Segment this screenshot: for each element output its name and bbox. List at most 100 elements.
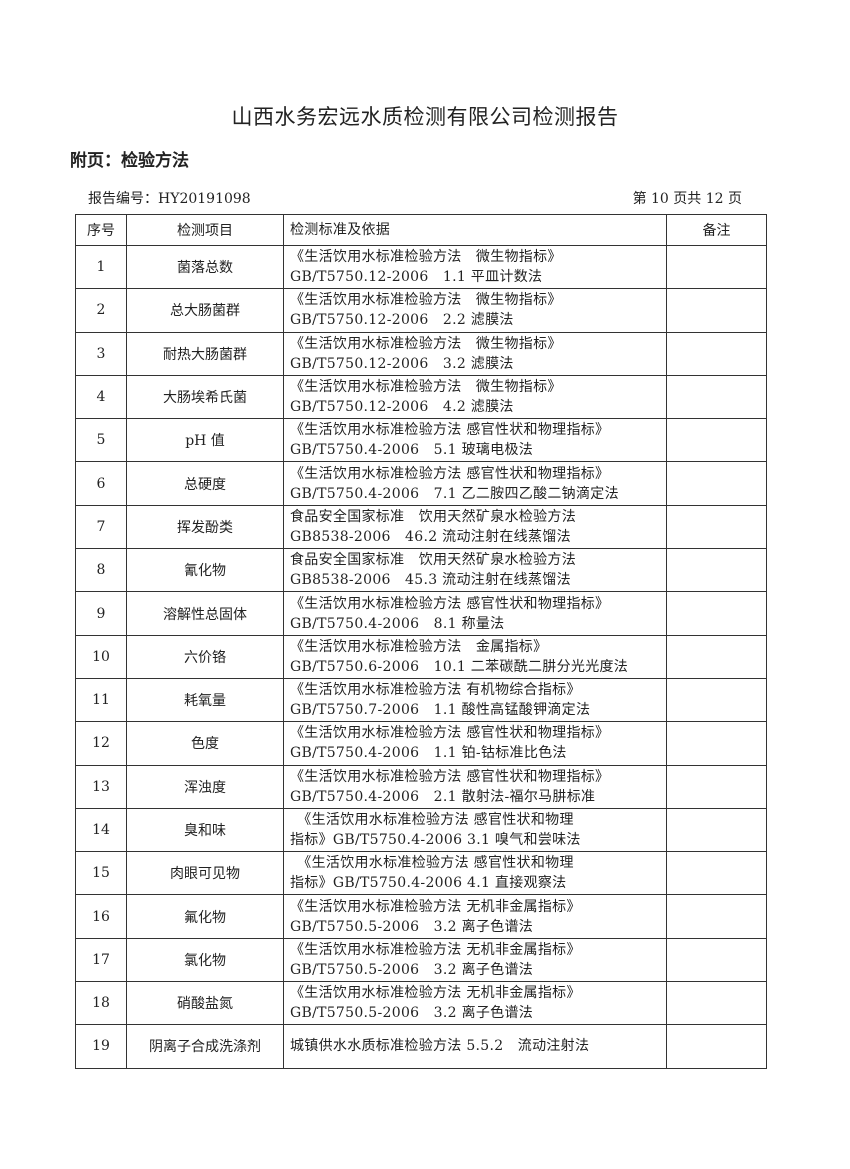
remark [666,634,767,679]
row-number-text: 13 [92,778,110,795]
row-number-text: 6 [96,475,106,492]
test-item: 总硬度 [126,461,284,506]
test-standard: 《生活饮用水标准检验方法 微生物指标》 GB/T5750.12-2006 4.2 … [283,374,667,420]
standard-line-1: 《生活饮用水标准检验方法 微生物指标》 [290,379,562,396]
report-title: 山西水务宏远水质检测有限公司检测报告 [231,105,619,129]
test-standard: 《生活饮用水标准检验方法 感官性状和物理 指标》GB/T5750.4-2006 3… [283,807,667,853]
row-number-text: 4 [96,389,106,406]
row-number: 5 [75,418,127,463]
remark [666,981,767,1026]
table-row: 11 耗氧量 《生活饮用水标准检验方法 有机物综合指标》 GB/T5750.7-200… [75,677,767,723]
page-number: 第 10 页共 12 页 [632,191,742,207]
test-item: 总大肠菌群 [126,288,284,333]
test-item-text: 挥发酚类 [177,519,233,536]
standard-line-1: 《生活饮用水标准检验方法 感官性状和物理指标》 [290,465,610,482]
row-number: 4 [75,374,127,420]
standard-line-1: 《生活饮用水标准检验方法 无机非金属指标》 [290,898,581,915]
standard-line-2: GB/T5750.4-2006 5.1 玻璃电极法 [290,442,534,459]
standard-line-2: GB/T5750.12-2006 4.2 滤膜法 [290,399,514,416]
table-row: 6 总硬度 《生活饮用水标准检验方法 感官性状和物理指标》 GB/T5750.4-20… [75,461,767,506]
test-standard: 《生活饮用水标准检验方法 感官性状和物理 指标》GB/T5750.4-2006 4… [283,851,667,896]
test-item-text: pH 值 [185,433,225,450]
remark [666,677,767,723]
standard-line-1: 《生活饮用水标准检验方法 感官性状和物理指标》 [290,768,610,785]
test-standard: 《生活饮用水标准检验方法 无机非金属指标》 GB/T5750.5-2006 3.2… [283,937,667,983]
remark [666,851,767,896]
row-number-text: 10 [92,648,110,665]
standard-line-1: 食品安全国家标准 饮用天然矿泉水检验方法 [290,552,576,569]
remark [666,721,767,766]
test-item-text: 氟化物 [184,909,226,926]
standard-line-2: 指标》GB/T5750.4-2006 3.1 嗅气和尝味法 [290,832,581,848]
row-number: 13 [75,764,127,809]
standard-line-2: GB8538-2006 45.3 流动注射在线蒸馏法 [290,572,571,589]
test-item-text: 阴离子合成洗涤剂 [149,1039,261,1056]
row-number: 1 [75,244,127,290]
test-standard: 《生活饮用水标准检验方法 感官性状和物理指标》 GB/T5750.4-2006 1… [283,721,667,766]
standard-line-2: GB/T5750.12-2006 3.2 滤膜法 [290,355,514,372]
test-item: 臭和味 [126,807,284,853]
row-number: 15 [75,851,127,896]
table-row: 2 总大肠菌群 《生活饮用水标准检验方法 微生物指标》 GB/T5750.12-200… [75,288,767,333]
standard-line-1: 《生活饮用水标准检验方法 微生物指标》 [290,249,562,266]
test-item: 阴离子合成洗涤剂 [126,1024,284,1069]
test-standard: 《生活饮用水标准检验方法 微生物指标》 GB/T5750.12-2006 3.2 … [283,331,667,376]
row-number-text: 8 [96,562,106,579]
test-standard: 《生活饮用水标准检验方法 金属指标》 GB/T5750.6-2006 10.1 二… [283,634,667,679]
standard-line-2: GB/T5750.4-2006 7.1 乙二胺四乙酸二钠滴定法 [290,485,619,502]
test-item-text: 耐热大肠菌群 [163,346,247,363]
test-standard: 《生活饮用水标准检验方法 感官性状和物理指标》 GB/T5750.4-2006 8… [283,591,667,636]
standard-line-2: GB/T5750.4-2006 8.1 称量法 [290,615,505,632]
table-row: 18 硝酸盐氮 《生活饮用水标准检验方法 无机非金属指标》 GB/T5750.5-20… [75,981,767,1026]
test-item: 氰化物 [126,548,284,593]
row-number: 17 [75,937,127,983]
remark [666,548,767,593]
table-row: 1 菌落总数 《生活饮用水标准检验方法 微生物指标》 GB/T5750.12-2006… [75,244,767,290]
standard-line-1: 《生活饮用水标准检验方法 感官性状和物理 [290,855,574,872]
test-item-text: 氰化物 [184,563,226,580]
test-item-text: 溶解性总固体 [163,606,247,623]
test-item: 色度 [126,721,284,766]
test-standard: 城镇供水水质标准检验方法 5.5.2 流动注射法 [283,1024,667,1069]
row-number: 10 [75,634,127,679]
row-number-text: 14 [92,822,110,838]
standard-line-1: 《生活饮用水标准检验方法 微生物指标》 [290,335,562,352]
standard-line-2: GB/T5750.5-2006 3.2 离子色谱法 [290,1005,534,1022]
remark [666,591,767,636]
test-item-text: 硝酸盐氮 [177,996,233,1013]
standard-line-2: GB/T5750.6-2006 10.1 二苯碳酰二肼分光光度法 [290,658,629,675]
header-standard: 检测标准及依据 [283,214,667,246]
test-item: 挥发酚类 [126,504,284,550]
report-number: 报告编号：HY20191098 [88,191,251,207]
row-number-text: 18 [92,995,110,1012]
standard-line-2: GB/T5750.5-2006 3.2 离子色谱法 [290,918,534,935]
row-number-text: 3 [96,345,106,362]
test-standard: 《生活饮用水标准检验方法 有机物综合指标》 GB/T5750.7-2006 1.1… [283,677,667,723]
row-number-text: 16 [92,908,110,925]
test-standard: 食品安全国家标准 饮用天然矿泉水检验方法 GB8538-2006 46.2 流动注… [283,504,667,550]
row-number: 9 [75,591,127,636]
row-number-text: 15 [92,865,110,882]
row-number: 3 [75,331,127,376]
header-item: 检测项目 [126,214,284,246]
row-number: 16 [75,894,127,939]
test-standard: 食品安全国家标准 饮用天然矿泉水检验方法 GB8538-2006 45.3 流动注… [283,548,667,593]
table-row: 8 氰化物 食品安全国家标准 饮用天然矿泉水检验方法 GB8538-2006 45.3… [75,548,767,593]
standard-line-1: 食品安全国家标准 饮用天然矿泉水检验方法 [290,508,576,525]
test-item-text: 六价铬 [184,649,226,666]
remark [666,374,767,420]
remark [666,461,767,506]
standard-line-1: 《生活饮用水标准检验方法 无机非金属指标》 [290,985,581,1002]
standard-line-2: GB8538-2006 46.2 流动注射在线蒸馏法 [290,528,571,545]
standard-line-2: GB/T5750.4-2006 2.1 散射法-福尔马肼标准 [290,788,596,805]
remark [666,937,767,983]
remark [666,807,767,853]
remark [666,504,767,550]
standard-line-2: GB/T5750.7-2006 1.1 酸性高锰酸钾滴定法 [290,702,591,719]
standard-line-2: 指标》GB/T5750.4-2006 4.1 直接观察法 [290,875,567,892]
test-standard: 《生活饮用水标准检验方法 感官性状和物理指标》 GB/T5750.4-2006 2… [283,764,667,809]
header-no: 序号 [75,214,127,246]
standard-line-1: 《生活饮用水标准检验方法 金属指标》 [290,638,548,655]
test-item-text: 臭和味 [184,823,226,839]
table-row: 12 色度 《生活饮用水标准检验方法 感官性状和物理指标》 GB/T5750.4-20… [75,721,767,766]
